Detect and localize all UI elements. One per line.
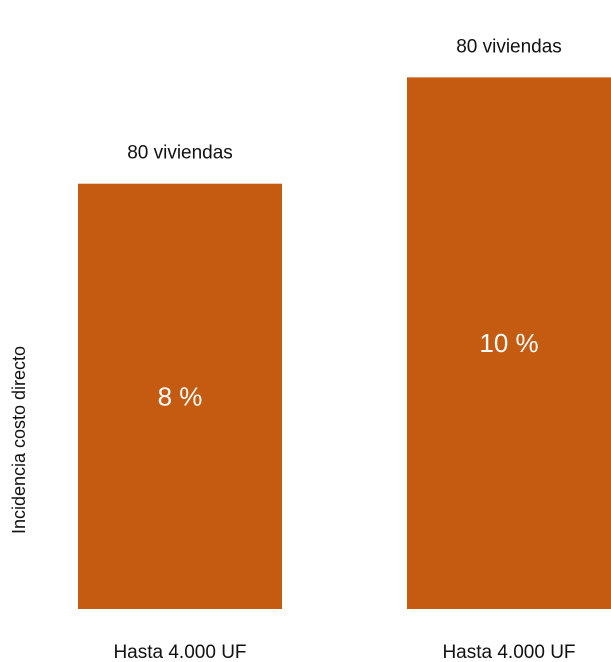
bar-top-label-1: 80 viviendas (127, 143, 233, 164)
category-label-2: Hasta 4.000 UF (442, 642, 575, 662)
bar-top-label-2: 80 viviendas (456, 36, 562, 57)
y-axis-label: Incidencia costo directo (9, 346, 29, 534)
bar-value-label-1: 8 % (158, 381, 203, 411)
category-label-1: Hasta 4.000 UF (113, 642, 246, 662)
bars-layer: 8 % 80 viviendas Hasta 4.000 UF 10 % 80 vivi… (78, 36, 611, 662)
bar-1 (78, 183, 282, 609)
bar-2 (407, 77, 611, 609)
bar-value-label-2: 10 % (479, 328, 538, 358)
